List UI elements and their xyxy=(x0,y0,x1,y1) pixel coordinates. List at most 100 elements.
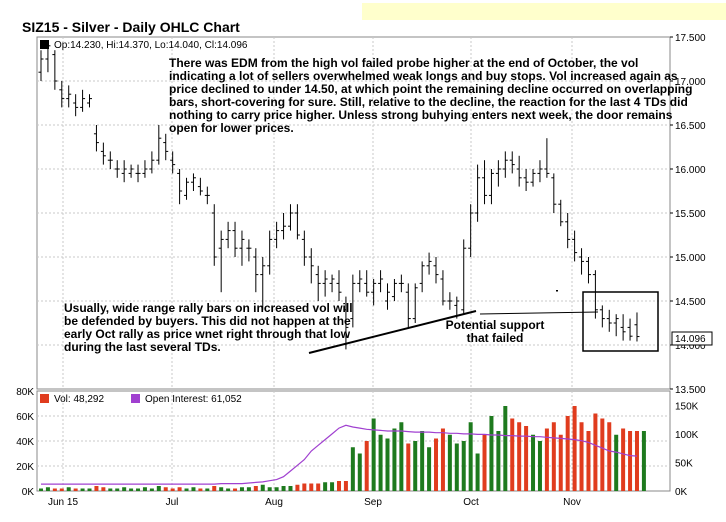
volume-bar xyxy=(489,416,494,491)
volume-bar xyxy=(634,431,639,491)
ohlc-bar xyxy=(114,160,120,178)
volume-bar xyxy=(537,441,542,491)
main-annotation: There was EDM from the high vol failed p… xyxy=(169,56,693,135)
price-tick-label: 16.500 xyxy=(675,121,706,132)
x-tick-label: Jun 15 xyxy=(48,497,78,508)
ohlc-bar xyxy=(606,309,612,332)
volume-bar xyxy=(440,428,445,491)
volume-bar xyxy=(503,406,508,491)
x-tick-label: Oct xyxy=(463,497,479,508)
oi-right-tick-label: 50K xyxy=(675,458,693,469)
volume-bar xyxy=(219,487,224,491)
ohlc-bar xyxy=(440,270,446,306)
ohlc-bar xyxy=(204,186,210,205)
volume-bar xyxy=(531,434,536,491)
highlight-box xyxy=(582,291,659,352)
ohlc-bar xyxy=(80,89,86,112)
x-tick-labels: Jun 15 Jul Aug Sep Oct Nov xyxy=(48,497,581,508)
support-annotation: Potential support that failed xyxy=(445,318,545,345)
ohlc-bar xyxy=(52,50,58,90)
volume-bar xyxy=(115,488,120,491)
ohlc-bar xyxy=(267,230,273,275)
ohlc-bar xyxy=(329,274,335,293)
ohlc-bar xyxy=(274,221,280,249)
ohlc-bar xyxy=(281,213,287,240)
volume-bar xyxy=(641,431,646,491)
volume-bar xyxy=(475,453,480,491)
ohlc-bar xyxy=(232,221,238,257)
ohlc-bar xyxy=(253,248,259,293)
vol-legend: Vol: 48,292 xyxy=(54,394,104,405)
volume-bar xyxy=(281,486,286,491)
volume-bar xyxy=(302,483,307,491)
oi-right-tick-label: 150K xyxy=(675,401,699,412)
ohlc-bar xyxy=(585,257,591,284)
ohlc-bar xyxy=(544,138,550,178)
ohlc-bar xyxy=(87,94,93,108)
volume-bar xyxy=(253,486,258,491)
volume-bar xyxy=(420,431,425,491)
volume-bar xyxy=(586,431,591,491)
ohlc-bar xyxy=(322,270,328,297)
vol-legend-swatch xyxy=(40,394,49,403)
volume-bars xyxy=(39,406,646,491)
volume-bar xyxy=(614,434,619,491)
volume-bar xyxy=(233,488,238,491)
ohlc-bar xyxy=(391,279,397,301)
volume-bar xyxy=(357,453,362,491)
ohlc-bar xyxy=(93,125,99,152)
volume-bar xyxy=(579,422,584,491)
volume-bar xyxy=(52,488,57,491)
last-price-box xyxy=(671,331,713,346)
ohlc-bar xyxy=(364,270,370,297)
price-tick-label: 16.000 xyxy=(675,165,706,176)
price-tick-label: 17.500 xyxy=(675,33,706,44)
oi-legend-swatch xyxy=(131,394,140,403)
ohlc-bar xyxy=(523,169,529,191)
ohlc-bar xyxy=(59,81,65,108)
volume-bar xyxy=(413,441,418,491)
ohlc-bar xyxy=(343,296,349,350)
ohlc-bar xyxy=(135,164,141,183)
volume-bar xyxy=(87,488,92,491)
ohlc-bar xyxy=(190,173,196,191)
ohlc-bar xyxy=(350,274,356,328)
ohlc-bar xyxy=(246,239,252,262)
volume-bar xyxy=(607,422,612,491)
support-line xyxy=(479,311,599,315)
volume-bar xyxy=(191,487,196,491)
volume-left-tick-label: 0K xyxy=(22,487,35,498)
volume-bar xyxy=(517,422,522,491)
volume-bar xyxy=(593,413,598,491)
open-interest-line xyxy=(41,424,638,485)
volume-bar xyxy=(184,488,189,491)
ohlc-bar xyxy=(142,160,148,178)
ohlc-bar xyxy=(468,204,474,257)
volume-bar xyxy=(558,434,563,491)
ohlc-bar xyxy=(163,133,169,161)
volume-bar xyxy=(59,488,64,491)
ohlc-bar xyxy=(599,305,605,328)
ohlc-bar xyxy=(398,274,404,293)
volume-bar xyxy=(260,484,265,491)
volume-bar xyxy=(371,418,376,491)
volume-bar xyxy=(621,428,626,491)
ohlc-bar xyxy=(301,230,307,266)
volume-bar xyxy=(66,487,71,491)
ohlc-bar xyxy=(405,283,411,328)
volume-bar xyxy=(572,406,577,491)
ohlc-bar xyxy=(419,261,425,293)
last-price-label: 14.096 xyxy=(675,334,706,345)
ohlc-bar xyxy=(482,160,488,205)
volume-left-tick-label: 80K xyxy=(16,387,34,398)
ohlc-bar xyxy=(488,169,494,205)
price-bars xyxy=(38,41,640,350)
volume-bar xyxy=(399,422,404,491)
volume-bar xyxy=(198,488,203,491)
ohlc-bar xyxy=(572,230,578,262)
ohlc-bar xyxy=(239,230,245,266)
volume-bar xyxy=(136,488,141,491)
ohlc-bar xyxy=(516,155,522,187)
x-tick-label: Nov xyxy=(563,497,581,508)
